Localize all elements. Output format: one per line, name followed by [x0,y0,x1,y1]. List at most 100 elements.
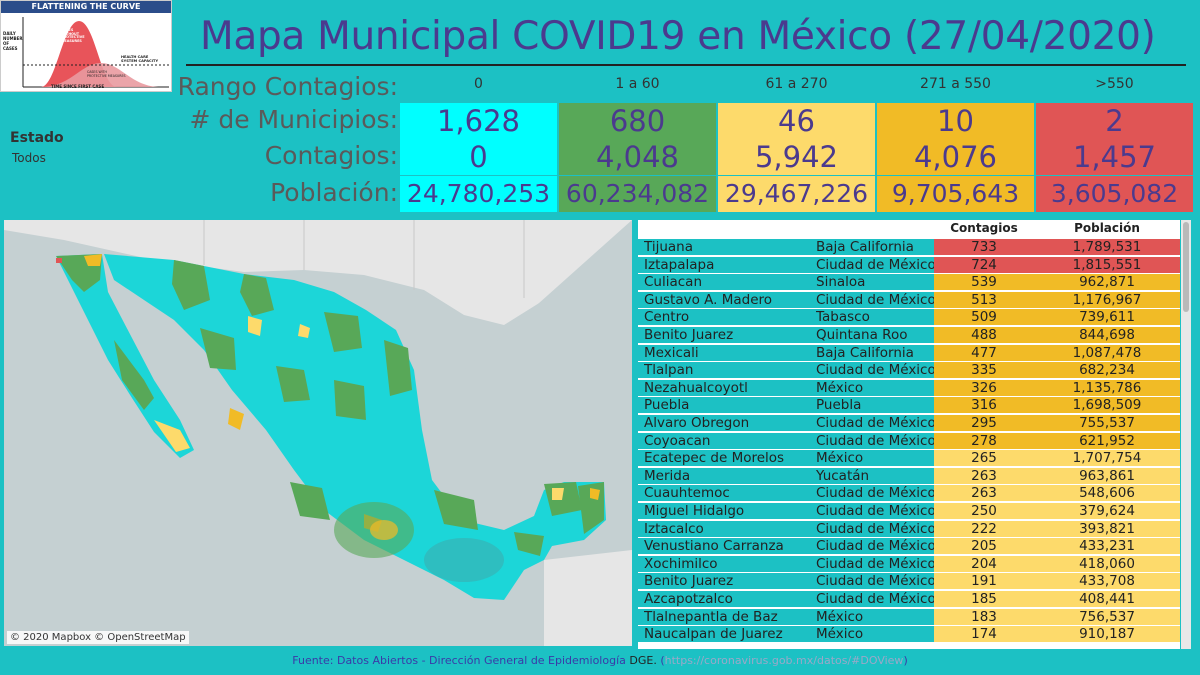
table-scrollbar[interactable] [1181,220,1191,649]
row-divider [638,624,1180,626]
municipio-cell: Culiacan [644,274,703,291]
municipio-cell: Azcapotzalco [644,591,733,607]
estado-cell: Ciudad de México [816,538,934,555]
thumbnail-with-measures: CASES WITH PROTECTIVE MEASURES [87,70,126,78]
table-row[interactable]: Merida Yucatán 263 963,861 [638,467,1180,485]
map-credit[interactable]: © 2020 Mapbox © OpenStreetMap [7,631,189,644]
poblacion-column-header[interactable]: Población [1074,221,1140,235]
municipio-cell: Gustavo A. Madero [644,291,773,308]
table-row[interactable]: Xochimilco Ciudad de México 204 418,060 [638,555,1180,573]
municipio-cell: Tlalpan [644,362,694,379]
table-row[interactable]: Alvaro Obregon Ciudad de México 295 755,537 [638,415,1180,432]
municipio-cell: Tlalnepantla de Baz [644,608,778,625]
table-row[interactable]: Puebla Puebla 316 1,698,509 [638,397,1180,415]
estado-cell: México [816,626,864,643]
table-row[interactable]: Nezahualcoyotl México 326 1,135,786 [638,379,1180,397]
estado-filter-label: Estado [10,130,64,146]
contagios-cell: 316 [934,397,1034,415]
estado-cell: Puebla [816,397,862,414]
thumbnail-title: FLATTENING THE CURVE [1,1,171,13]
poblacion-cell: 963,861 [1034,467,1180,485]
title-underline [186,64,1186,66]
estado-cell: México [816,450,864,467]
contagios-cell: 4,048 [559,139,716,175]
table-row[interactable]: Naucalpan de Juarez México 174 910,187 [638,626,1180,644]
contagios-column-header[interactable]: Contagios [934,220,1034,237]
contagios-cell: 263 [934,467,1034,485]
row-divider [638,343,1180,344]
row-divider [638,395,1180,397]
estado-cell: Tabasco [816,309,870,326]
poblacion-cell: 433,708 [1034,573,1180,591]
thumbnail-without-measures: CASES WITHOUT PROTECTIVE MEASURES [61,28,85,44]
table-row[interactable]: Iztacalco Ciudad de México 222 393,821 [638,520,1180,538]
table-row[interactable]: Cuauhtemoc Ciudad de México 263 548,606 [638,485,1180,503]
poblacion-cell: 910,187 [1034,626,1180,644]
municipios-cell: 46 [718,103,875,139]
table-row[interactable]: Miguel Hidalgo Ciudad de México 250 379,624 [638,503,1180,520]
table-row[interactable]: Tijuana Baja California 733 1,789,531 [638,239,1180,256]
contagios-cell: 724 [934,256,1034,274]
poblacion-cell: 755,537 [1034,415,1180,432]
table-row[interactable]: Azcapotzalco Ciudad de México 185 408,441 [638,591,1180,608]
range-header: >550 [1095,76,1134,92]
table-row[interactable]: Tlalnepantla de Baz México 183 756,537 [638,608,1180,626]
municipal-map[interactable] [4,220,632,646]
table-row[interactable]: Mexicali Baja California 477 1,087,478 [638,344,1180,362]
table-row[interactable]: Benito Juarez Ciudad de México 191 433,708 [638,573,1180,591]
municipio-cell: Coyoacan [644,432,711,449]
municipios-cell: 2 [1036,103,1193,139]
poblacion-cell: 548,606 [1034,485,1180,503]
table-row[interactable]: Centro Tabasco 509 739,611 [638,309,1180,327]
table-row[interactable]: Coyoacan Ciudad de México 278 621,952 [638,432,1180,450]
map-graphic [4,220,632,646]
table-row[interactable]: Culiacan Sinaloa 539 962,871 [638,274,1180,292]
poblacion-cell: 1,176,967 [1034,291,1180,309]
municipio-cell: Cuauhtemoc [644,485,730,502]
estado-cell: Ciudad de México [816,573,934,590]
table-row[interactable]: Ecatepec de Morelos México 265 1,707,754 [638,450,1180,468]
row-divider [638,501,1180,503]
contagios-cell: 250 [934,503,1034,520]
table-row[interactable]: Iztapalapa Ciudad de México 724 1,815,551 [638,256,1180,274]
table-row[interactable]: Venustiano Carranza Ciudad de México 205 43… [638,538,1180,556]
table-row[interactable]: Tlalpan Ciudad de México 335 682,234 [638,362,1180,380]
estado-cell: Ciudad de México [816,291,934,308]
row-divider [638,448,1180,450]
poblacion-cell: 393,821 [1034,520,1180,538]
poblacion-cell: 962,871 [1034,274,1180,292]
scrollbar-thumb[interactable] [1183,222,1189,312]
contagios-cell: 265 [934,450,1034,468]
municipio-cell: Tijuana [644,239,693,255]
footer: Fuente: Datos Abiertos - Dirección Gener… [0,654,1200,667]
row-divider [638,571,1180,573]
contagios-cell: 477 [934,344,1034,362]
table-row[interactable]: Benito Juarez Quintana Roo 488 844,698 [638,327,1180,344]
footer-paren-close: ) [903,654,908,667]
contagios-cell: 0 [400,139,557,175]
estado-cell: Ciudad de México [816,415,934,431]
poblacion-row-label: Población: [270,178,398,207]
municipio-cell: Naucalpan de Juarez [644,626,783,643]
municipio-cell: Merida [644,467,691,484]
municipio-cell: Puebla [644,397,690,414]
municipios-table[interactable]: Contagios Población Tijuana Baja Californ… [638,220,1180,649]
row-divider [638,519,1180,520]
municipio-cell: Alvaro Obregon [644,415,750,431]
contagios-cell: 174 [934,626,1034,644]
thumbnail-capacity-label: HEALTH CARE SYSTEM CAPACITY [121,55,159,63]
range-row-label: Rango Contagios: [177,72,398,101]
municipios-cell: 10 [877,103,1034,139]
contagios-cell: 222 [934,520,1034,538]
footer-link[interactable]: https://coronavirus.gob.mx/datos/#DOView [664,654,904,667]
range-header: 61 a 270 [765,76,828,92]
poblacion-cell: 1,135,786 [1034,379,1180,397]
contagios-cell: 335 [934,362,1034,380]
municipios-row-label: # de Municipios: [189,105,398,134]
row-divider [638,272,1180,274]
row-divider [638,554,1180,556]
row-divider [638,466,1180,468]
estado-cell: Ciudad de México [816,256,934,273]
table-row[interactable]: Gustavo A. Madero Ciudad de México 513 1,17… [638,291,1180,309]
estado-filter-value[interactable]: Todos [12,151,46,165]
